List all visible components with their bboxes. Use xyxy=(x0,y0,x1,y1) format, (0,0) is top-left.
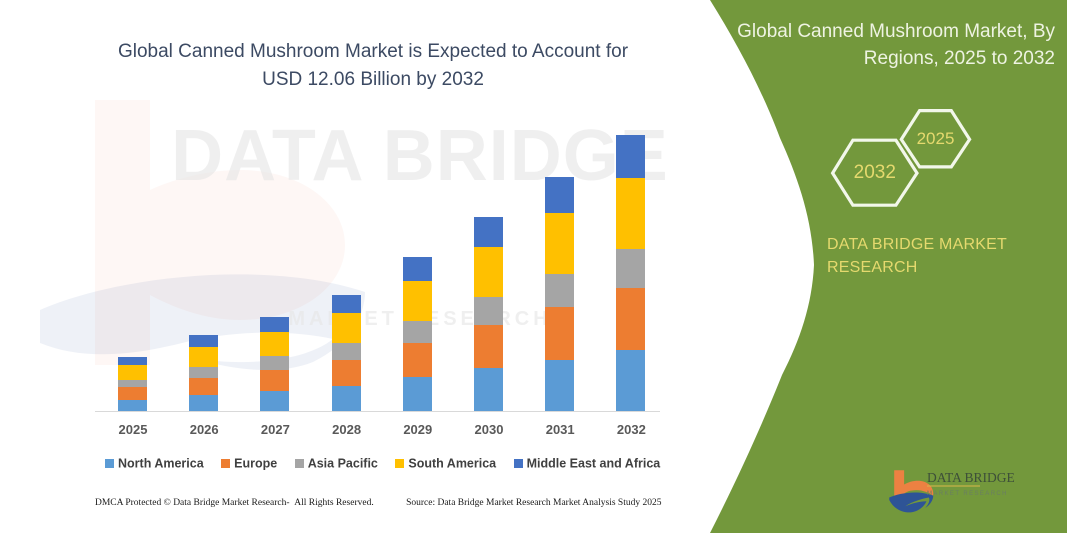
svg-text:DATA BRIDGE: DATA BRIDGE xyxy=(927,470,1015,485)
svg-text:MARKET RESEARCH: MARKET RESEARCH xyxy=(927,491,1008,497)
